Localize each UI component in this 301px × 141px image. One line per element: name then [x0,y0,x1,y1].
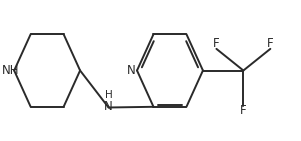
Text: F: F [267,37,274,50]
Text: N: N [104,100,113,113]
Text: F: F [240,104,247,117]
Text: N: N [127,64,135,77]
Text: F: F [213,37,220,50]
Text: NH: NH [2,64,20,77]
Text: H: H [105,90,113,100]
